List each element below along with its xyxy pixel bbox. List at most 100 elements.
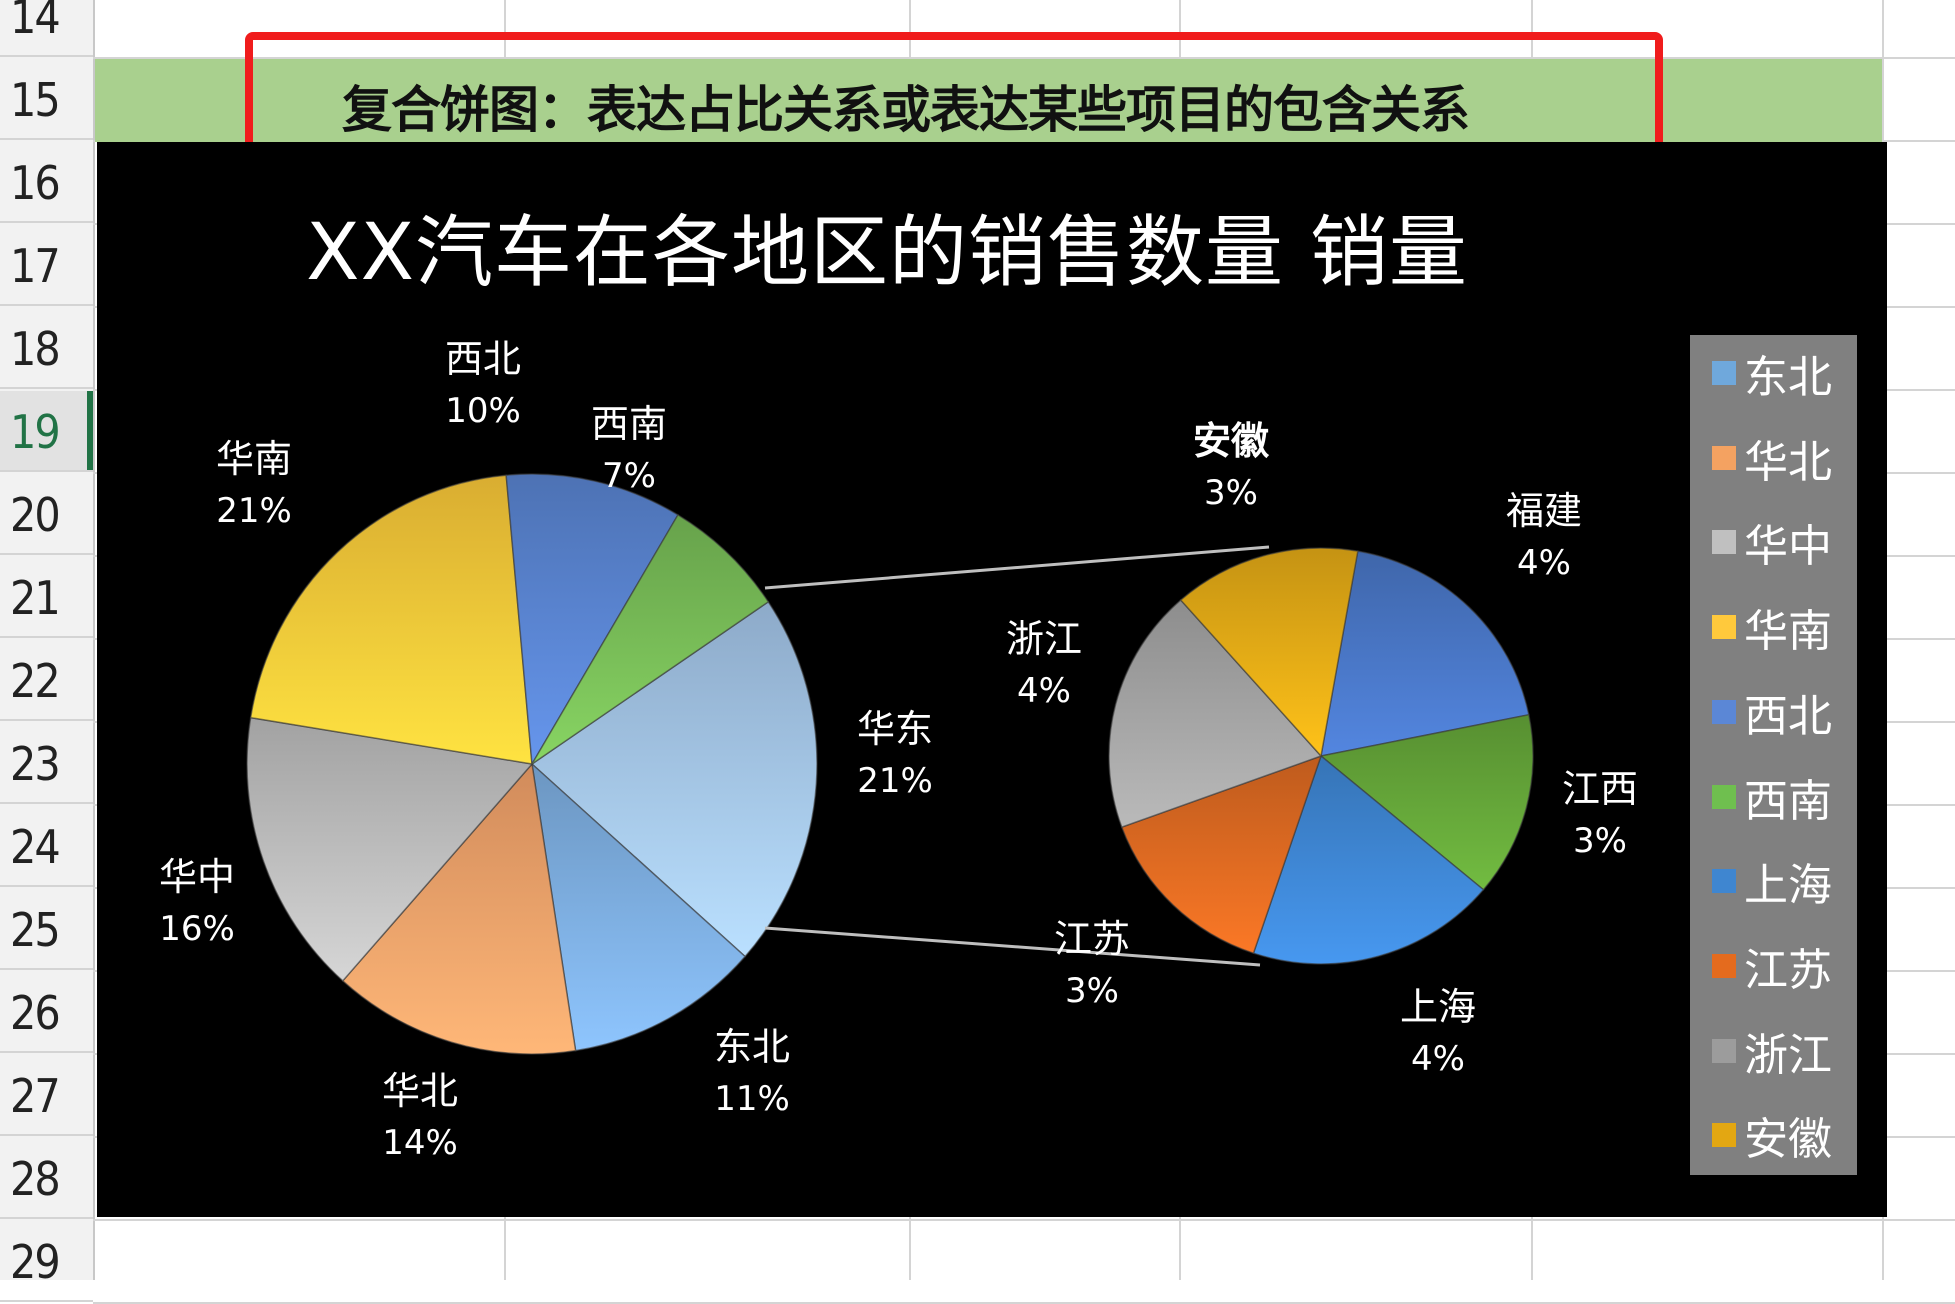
highlight-annotation-box <box>245 32 1663 152</box>
legend-item-华北[interactable]: 华北 <box>1712 428 1832 488</box>
data-label-name: 江西 <box>1561 767 1639 811</box>
row-header-14[interactable]: 14 <box>0 0 93 57</box>
banner-cell-row-15[interactable] <box>95 59 1882 142</box>
data-label-name: 东北 <box>713 1025 791 1069</box>
row-header-17[interactable]: 17 <box>0 225 93 306</box>
legend-label: 上海 <box>1744 860 1832 912</box>
row-header-27[interactable]: 27 <box>0 1055 93 1136</box>
data-label-percent: 10% <box>445 391 521 432</box>
data-label-percent: 7% <box>602 456 656 497</box>
row-header-18[interactable]: 18 <box>0 308 93 389</box>
legend-swatch-icon <box>1712 953 1736 978</box>
data-label-name: 安徽 <box>1192 419 1270 463</box>
row-header-24[interactable]: 24 <box>0 806 93 887</box>
series-connector-line <box>764 545 1270 590</box>
legend-swatch-icon <box>1712 445 1736 470</box>
data-label-上海: 上海 4% <box>1400 980 1476 1084</box>
legend-label: 浙江 <box>1744 1029 1832 1081</box>
data-label-西南: 西南 7% <box>591 397 667 501</box>
legend-label: 华中 <box>1744 521 1832 573</box>
row-header-15[interactable]: 15 <box>0 59 93 140</box>
legend-item-华南[interactable]: 华南 <box>1712 597 1832 657</box>
data-label-percent: 21% <box>216 491 292 532</box>
pie-slice-东北[interactable] <box>530 762 747 1052</box>
data-label-percent: 21% <box>857 761 933 802</box>
pie-slice-江西[interactable] <box>1319 713 1534 891</box>
row-gridline <box>93 1219 1955 1221</box>
data-label-浙江: 浙江 4% <box>1006 612 1082 716</box>
legend-item-江苏[interactable]: 江苏 <box>1712 936 1832 996</box>
data-label-name: 浙江 <box>1005 617 1083 661</box>
legend-label: 安徽 <box>1744 1114 1832 1166</box>
legend-label: 华南 <box>1744 606 1832 658</box>
data-label-西北: 西北 10% <box>445 332 521 436</box>
row-header-column: 14 15 16 17 18 19 20 21 22 23 24 25 26 27 28 29 <box>0 0 95 1302</box>
row-header-25[interactable]: 25 <box>0 889 93 970</box>
row-gridline <box>93 57 1955 59</box>
pie-of-pie-plot[interactable] <box>97 142 1887 1217</box>
legend-swatch-icon <box>1712 530 1736 555</box>
data-label-percent: 4% <box>1411 1039 1465 1080</box>
legend-item-浙江[interactable]: 浙江 <box>1712 1021 1832 1081</box>
row-header-19[interactable]: 19 <box>0 391 93 472</box>
row-header-28[interactable]: 28 <box>0 1138 93 1219</box>
data-label-name: 华南 <box>215 437 293 481</box>
row-header-29[interactable]: 29 <box>0 1221 93 1302</box>
series-connector-line <box>764 926 1261 967</box>
pie-slice-浙江[interactable] <box>1108 598 1323 829</box>
row-header-16[interactable]: 16 <box>0 142 93 223</box>
chart-legend[interactable]: 东北华北华中华南西北西南上海江苏浙江安徽 <box>1690 335 1857 1175</box>
legend-swatch-icon <box>1712 615 1736 640</box>
pie-slice-华南[interactable] <box>249 474 533 765</box>
chart-area[interactable]: XX汽车在各地区的销售数量 销量 西北 10% 西南 7% 华南 21% 华东 21% 华中 16… <box>97 142 1887 1217</box>
legend-label: 华北 <box>1744 436 1832 488</box>
legend-swatch-icon <box>1712 1123 1736 1148</box>
data-label-percent: 16% <box>159 909 235 950</box>
row-header-21[interactable]: 21 <box>0 557 93 638</box>
data-label-江苏: 江苏 3% <box>1054 912 1130 1016</box>
legend-item-西北[interactable]: 西北 <box>1712 682 1832 742</box>
row-header-22[interactable]: 22 <box>0 640 93 721</box>
pie-slice-安徽[interactable] <box>1179 547 1359 758</box>
pie-slice-江苏[interactable] <box>1120 754 1323 955</box>
pie-slice-西北[interactable] <box>505 473 679 767</box>
row-header-26[interactable]: 26 <box>0 972 93 1053</box>
legend-swatch-icon <box>1712 869 1736 894</box>
chart-title[interactable]: XX汽车在各地区的销售数量 销量 <box>306 208 1468 298</box>
data-label-name: 上海 <box>1399 985 1477 1029</box>
legend-item-华中[interactable]: 华中 <box>1712 512 1832 572</box>
data-label-name: 江苏 <box>1053 917 1131 961</box>
pie-slice-华中[interactable] <box>246 716 534 982</box>
data-label-percent: 4% <box>1017 671 1071 712</box>
primary-pie[interactable] <box>246 473 818 1055</box>
secondary-pie[interactable] <box>1108 547 1534 965</box>
data-label-name: 福建 <box>1505 489 1583 533</box>
pie-slice-华东[interactable] <box>530 600 818 958</box>
legend-label: 江苏 <box>1744 944 1832 996</box>
data-label-华北: 华北 14% <box>382 1064 458 1168</box>
legend-item-上海[interactable]: 上海 <box>1712 851 1832 911</box>
legend-swatch-icon <box>1712 784 1736 809</box>
data-label-percent: 11% <box>714 1079 790 1120</box>
legend-label: 东北 <box>1744 352 1832 403</box>
data-label-name: 西南 <box>590 402 668 446</box>
pie-slice-上海[interactable] <box>1252 754 1485 965</box>
legend-swatch-icon <box>1712 361 1736 385</box>
data-label-name: 华东 <box>856 707 934 751</box>
row-header-23[interactable]: 23 <box>0 723 93 804</box>
data-label-percent: 14% <box>382 1123 458 1164</box>
data-label-percent: 3% <box>1204 473 1258 514</box>
pie-slice-华北[interactable] <box>341 762 577 1055</box>
legend-item-西南[interactable]: 西南 <box>1712 767 1832 827</box>
data-label-name: 华中 <box>158 855 236 899</box>
legend-item-安徽[interactable]: 安徽 <box>1712 1105 1832 1165</box>
pie-slice-西南[interactable] <box>531 513 770 765</box>
data-label-name: 华北 <box>381 1069 459 1113</box>
legend-label: 西南 <box>1744 775 1832 827</box>
row-header-20[interactable]: 20 <box>0 474 93 555</box>
data-label-percent: 4% <box>1517 543 1571 584</box>
data-label-东北: 东北 11% <box>714 1020 790 1124</box>
legend-swatch-icon <box>1712 699 1736 724</box>
legend-item-东北[interactable]: 东北 <box>1712 343 1832 403</box>
pie-slice-福建[interactable] <box>1320 550 1530 757</box>
